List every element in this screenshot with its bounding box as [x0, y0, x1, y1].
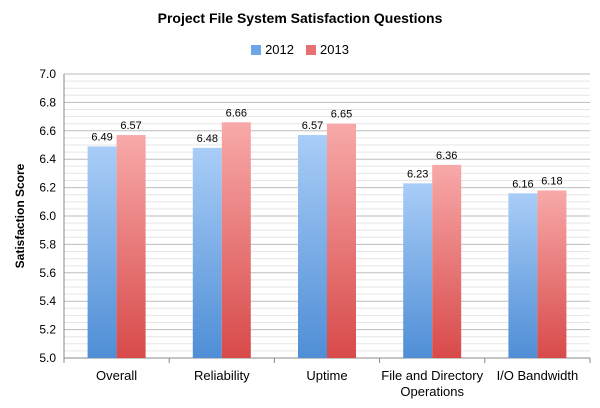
x-tick-label: File and Directory — [381, 368, 483, 383]
data-label: 6.18 — [541, 175, 562, 187]
legend-label-2012: 2012 — [265, 42, 294, 57]
bar-2013 — [327, 123, 356, 358]
bar-2012 — [508, 193, 538, 358]
legend-label-2013: 2013 — [320, 42, 349, 57]
data-label: 6.36 — [436, 150, 457, 162]
data-label: 6.49 — [91, 131, 112, 143]
bar-2012 — [298, 135, 327, 358]
y-tick-label: 5.8 — [39, 237, 56, 251]
y-tick-label: 6.0 — [39, 209, 56, 223]
y-tick-label: 5.6 — [39, 266, 56, 280]
legend-swatch-2013 — [306, 44, 316, 55]
bar-2012 — [192, 147, 222, 358]
legend: 2012 2013 — [0, 42, 600, 57]
y-tick-label: 5.4 — [39, 294, 56, 308]
data-label: 6.66 — [226, 107, 247, 119]
data-label: 6.16 — [512, 178, 533, 190]
bar-2013 — [432, 164, 462, 358]
y-tick-label: 6.4 — [39, 152, 56, 166]
data-label: 6.65 — [331, 109, 352, 121]
data-label: 6.57 — [302, 120, 323, 132]
y-tick-label: 7.0 — [39, 67, 56, 81]
y-tick-label: 6.8 — [39, 95, 56, 109]
bar-2012 — [87, 146, 117, 358]
legend-item-2012: 2012 — [251, 42, 294, 57]
legend-item-2013: 2013 — [306, 42, 349, 57]
data-label: 6.57 — [120, 120, 141, 132]
y-tick-label: 6.6 — [39, 124, 56, 138]
x-tick-label: I/O Bandwidth — [497, 368, 579, 383]
data-label: 6.48 — [197, 133, 218, 145]
x-tick-label: Reliability — [194, 368, 250, 383]
bar-2012 — [403, 183, 433, 358]
bar-2013 — [116, 135, 146, 358]
bar-2013 — [537, 190, 567, 358]
y-tick-label: 6.2 — [39, 181, 56, 195]
y-tick-label: 5.2 — [39, 323, 56, 337]
legend-swatch-2012 — [251, 44, 262, 55]
x-tick-label: Overall — [96, 368, 137, 383]
data-label: 6.23 — [407, 168, 428, 180]
y-tick-label: 5.0 — [39, 351, 56, 365]
y-axis-title: Satisfaction Score — [13, 163, 27, 268]
chart-title: Project File System Satisfaction Questio… — [157, 10, 443, 26]
bar-2013 — [221, 122, 251, 358]
x-tick-label: Uptime — [306, 368, 347, 383]
x-tick-label: Operations — [400, 384, 464, 399]
